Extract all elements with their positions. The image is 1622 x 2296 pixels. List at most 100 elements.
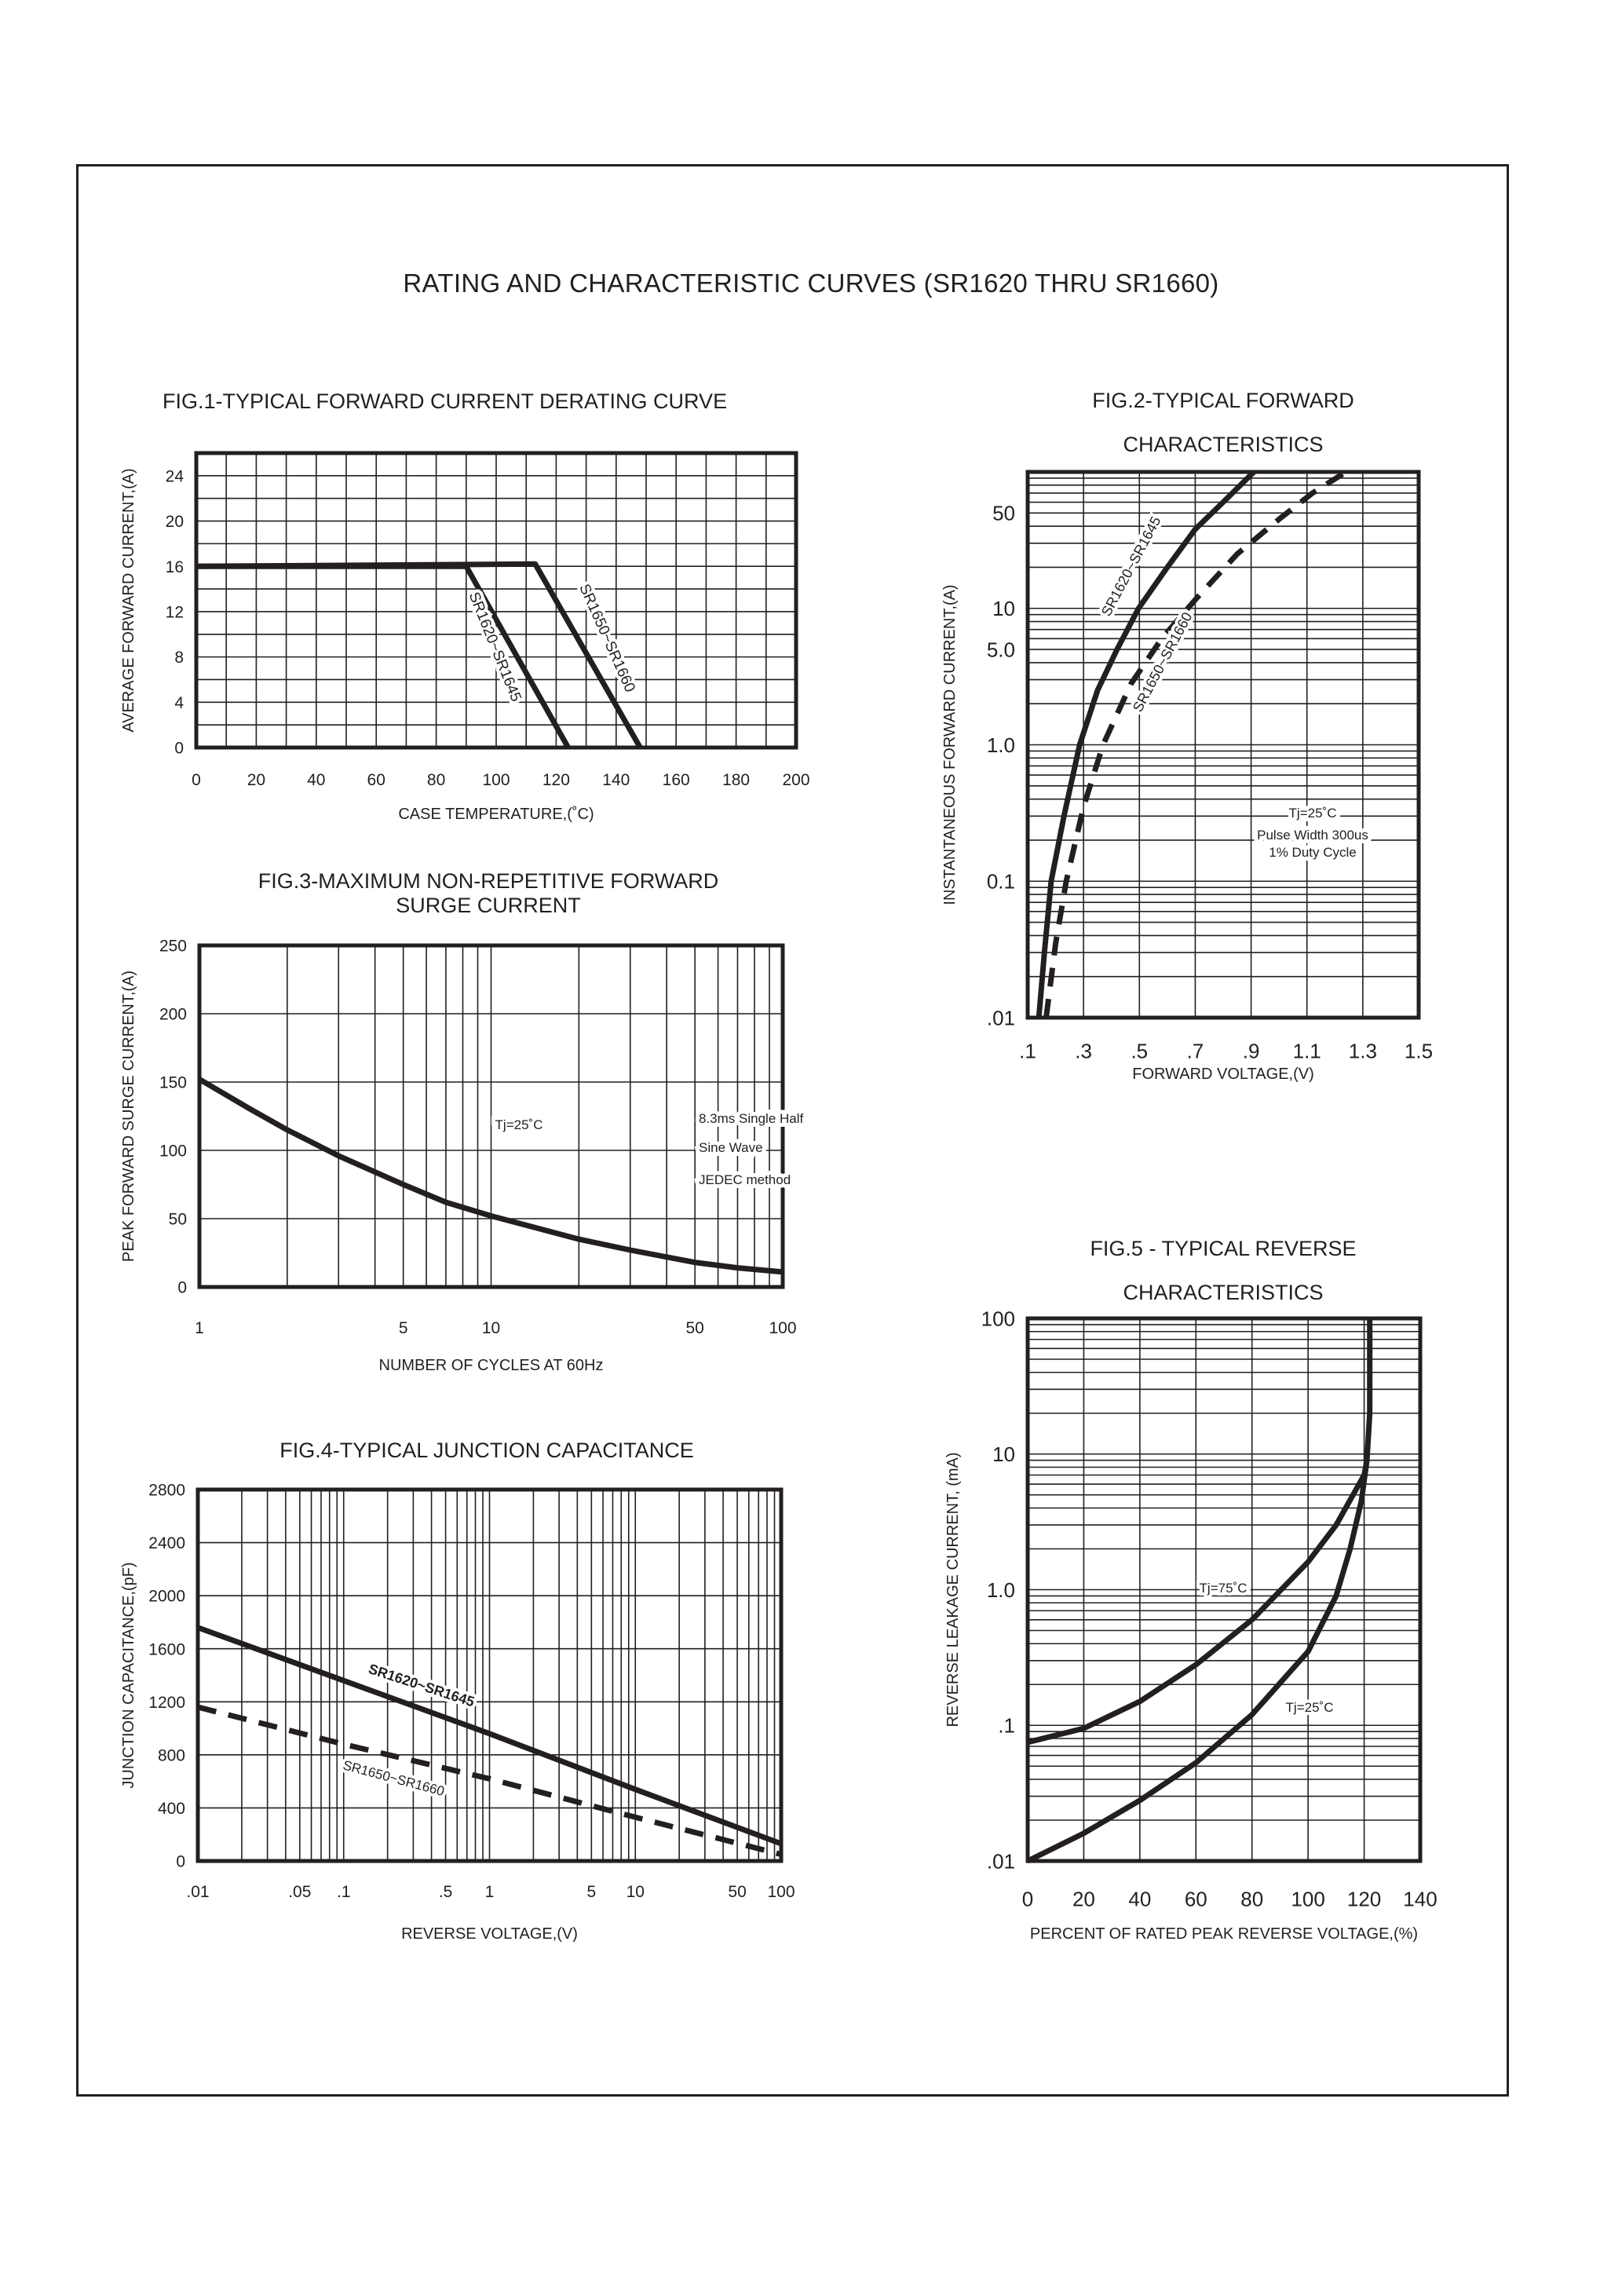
y-tick-label: 0.1 <box>987 870 1015 894</box>
series-line-2 <box>195 561 643 749</box>
y-tick-label: 2800 <box>148 1482 185 1500</box>
grid <box>1027 471 1419 1018</box>
plot-frame <box>197 943 785 1289</box>
grid <box>195 452 797 748</box>
series-line-1 <box>1036 470 1256 1018</box>
x-tick-label: 80 <box>427 771 445 789</box>
chart-fig-3: 1 5 10 50 100 0 50 100 150 200 250 NUMBER OF CYCLES… <box>120 869 808 1374</box>
x-tick-label: 40 <box>1128 1888 1151 1911</box>
chart-fig-5: 0 20 40 60 80 100 120 140 .01 .1 1.0 10 100 PERCENT O… <box>944 1237 1438 1943</box>
y-tick-label: 10 <box>992 1442 1015 1466</box>
plot-frame <box>194 451 798 750</box>
series-label: Tj=25˚C <box>1286 1700 1334 1715</box>
y-tick-label: 0 <box>176 1853 185 1871</box>
page-frame <box>76 164 1509 2097</box>
x-tick-label: 140 <box>602 771 630 789</box>
y-tick-label: 800 <box>158 1746 185 1764</box>
chart-fig-2: .1 .3 .5 .7 .9 1.1 1.3 1.5 .01 0.1 1.0 5.0 10 50 FORWA… <box>941 389 1433 1083</box>
x-axis-label: PERCENT OF RATED PEAK REVERSE VOLTAGE,(%… <box>1030 1925 1418 1943</box>
chart-title: SURGE CURRENT <box>396 894 581 917</box>
chart-title: CHARACTERISTICS <box>1123 433 1323 456</box>
x-tick-label: 20 <box>247 771 265 789</box>
y-tick-label: 5.0 <box>987 638 1015 661</box>
series-label: SR1620~SR1645 <box>466 590 524 704</box>
y-tick-label: 16 <box>166 558 184 576</box>
x-tick-label: 80 <box>1240 1888 1263 1911</box>
y-tick-label: 2400 <box>148 1534 185 1552</box>
plot-frame <box>195 1487 784 1863</box>
x-tick-label: .01 <box>186 1883 209 1901</box>
series-label: SR1620~SR1645 <box>1098 514 1164 619</box>
x-tick-label: 5 <box>399 1319 408 1337</box>
y-tick-label: 20 <box>166 513 184 531</box>
x-tick-label: 160 <box>663 771 690 789</box>
series-line-1 <box>1027 1318 1373 1746</box>
x-tick-label: 40 <box>307 771 325 789</box>
y-axis-label: REVERSE LEAKAGE CURRENT, (mA) <box>944 1452 962 1727</box>
y-tick-label: 24 <box>166 467 184 485</box>
chart-title: FIG.2-TYPICAL FORWARD <box>1092 389 1354 412</box>
plot-frame <box>1025 470 1421 1020</box>
x-tick-label: .1 <box>337 1883 351 1901</box>
series-line-2 <box>1043 470 1348 1018</box>
chart-annotation: 1% Duty Cycle <box>1269 845 1356 860</box>
x-tick-label: 180 <box>722 771 750 789</box>
y-tick-label: 100 <box>981 1307 1015 1330</box>
chart-title: FIG.4-TYPICAL JUNCTION CAPACITANCE <box>279 1439 694 1462</box>
y-tick-label: .01 <box>987 1849 1015 1873</box>
y-tick-label: 1.0 <box>987 733 1015 757</box>
x-tick-label: 0 <box>1022 1888 1033 1911</box>
y-tick-label: 1200 <box>148 1694 185 1712</box>
x-tick-label: 100 <box>769 1319 796 1337</box>
x-axis-label: REVERSE VOLTAGE,(V) <box>401 1925 578 1943</box>
chart-annotation: Tj=25˚C <box>495 1117 543 1132</box>
y-tick-label: 2000 <box>148 1588 185 1606</box>
chart-fig-1: 0 20 40 60 80 100 120 140 160 180 200 0 4 8 12 16 20 24 CA… <box>120 389 810 823</box>
x-tick-label: .5 <box>1131 1040 1148 1063</box>
x-tick-label: 1 <box>195 1319 204 1337</box>
chart-annotation: 8.3ms Single Half <box>699 1111 804 1126</box>
x-tick-label: 5 <box>586 1883 596 1901</box>
x-tick-label: .05 <box>288 1883 311 1901</box>
x-tick-label: 140 <box>1403 1888 1437 1911</box>
y-tick-label: 100 <box>159 1143 187 1161</box>
y-tick-label: 12 <box>166 603 184 621</box>
x-tick-label: 1.3 <box>1349 1040 1377 1063</box>
x-tick-label: 50 <box>728 1883 746 1901</box>
x-tick-label: 100 <box>482 771 510 789</box>
y-axis-label: JUNCTION CAPACITANCE,(pF) <box>120 1562 137 1788</box>
y-tick-label: 50 <box>169 1211 187 1229</box>
x-tick-label: .5 <box>439 1883 453 1901</box>
y-tick-label: 150 <box>159 1074 187 1092</box>
x-tick-label: .9 <box>1243 1040 1260 1063</box>
x-tick-label: 120 <box>1347 1888 1381 1911</box>
plot-frame <box>1025 1316 1423 1863</box>
x-tick-label: .3 <box>1075 1040 1092 1063</box>
chart-annotation: JEDEC method <box>699 1172 791 1187</box>
y-tick-label: 1.0 <box>987 1578 1015 1602</box>
y-tick-label: 0 <box>174 740 184 758</box>
y-tick-label: 8 <box>174 649 184 667</box>
chart-title: FIG.5 - TYPICAL REVERSE <box>1090 1237 1356 1260</box>
x-tick-label: 20 <box>1072 1888 1095 1911</box>
series-line-2 <box>197 1704 782 1857</box>
series-line-2 <box>1026 1460 1370 1864</box>
chart-title: FIG.3-MAXIMUM NON-REPETITIVE FORWARD <box>258 869 719 893</box>
y-tick-label: 250 <box>159 938 187 956</box>
x-tick-label: 10 <box>627 1883 645 1901</box>
series-label: Tj=75˚C <box>1200 1581 1248 1596</box>
x-tick-label: 60 <box>367 771 385 789</box>
page-title: RATING AND CHARACTERISTIC CURVES (SR1620… <box>403 269 1219 298</box>
y-axis-label: AVERAGE FORWARD CURRENT,(A) <box>120 468 137 732</box>
x-tick-label: 0 <box>192 771 201 789</box>
y-tick-label: 1600 <box>148 1640 185 1658</box>
y-tick-label: 0 <box>177 1279 187 1297</box>
chart-title: CHARACTERISTICS <box>1123 1281 1323 1304</box>
x-tick-label: .7 <box>1187 1040 1204 1063</box>
x-axis-label: CASE TEMPERATURE,(˚C) <box>398 806 594 823</box>
y-tick-label: 400 <box>158 1800 185 1818</box>
y-tick-label: 50 <box>992 502 1015 525</box>
x-tick-label: 1.5 <box>1405 1040 1433 1063</box>
chart-title: FIG.1-TYPICAL FORWARD CURRENT DERATING C… <box>163 389 727 413</box>
x-axis-label: FORWARD VOLTAGE,(V) <box>1132 1066 1314 1083</box>
